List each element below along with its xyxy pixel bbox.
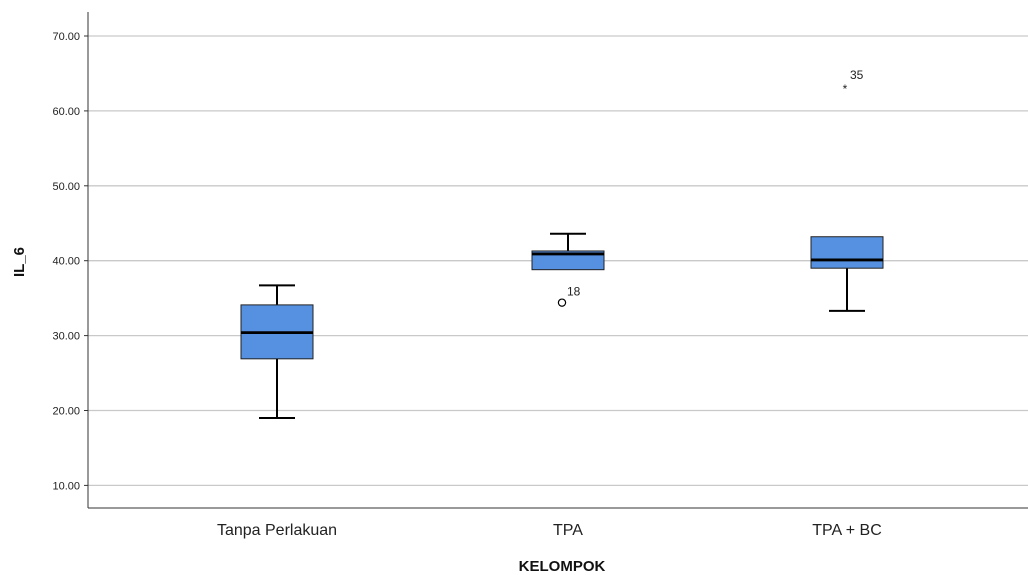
outlier-label: 35 <box>850 68 864 82</box>
x-tick-label: TPA <box>553 522 583 539</box>
iqr-box <box>531 250 605 271</box>
x-axis-ticks: Tanpa Perlakuan TPA TPA + BC <box>217 522 882 539</box>
box-group <box>240 284 314 419</box>
box-series: 18 *35 <box>240 68 884 419</box>
y-tick-label: 30.00 <box>52 331 80 343</box>
y-axis-ticks: 10.00 20.00 30.00 40.00 50.00 60.00 70.00 <box>52 31 88 492</box>
y-axis-title: IL_6 <box>11 247 28 277</box>
y-tick-label: 70.00 <box>52 31 80 43</box>
box-group: 18 <box>531 232 605 307</box>
y-tick-label: 10.00 <box>52 480 80 492</box>
outlier-label: 18 <box>567 285 581 299</box>
x-tick-label: TPA + BC <box>812 522 882 539</box>
y-tick-label: 40.00 <box>52 256 80 268</box>
y-tick-label: 50.00 <box>52 181 80 193</box>
y-tick-label: 60.00 <box>52 106 80 118</box>
extreme-marker: * <box>843 82 848 96</box>
x-tick-label: Tanpa Perlakuan <box>217 522 337 539</box>
x-axis-title: KELOMPOK <box>519 558 606 575</box>
iqr-box <box>810 236 884 269</box>
y-tick-label: 20.00 <box>52 406 80 418</box>
box-group: *35 <box>810 68 884 312</box>
outlier-marker <box>557 298 567 307</box>
